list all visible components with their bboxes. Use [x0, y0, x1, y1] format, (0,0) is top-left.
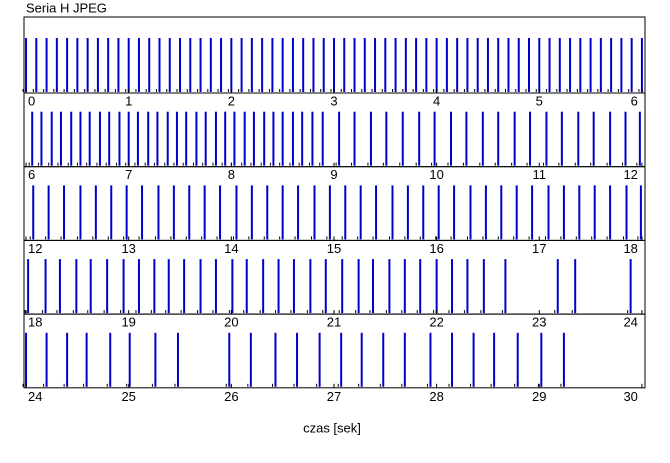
x-tick-label: 22 [429, 315, 443, 330]
x-tick-label: 15 [327, 241, 341, 256]
x-tick-label: 3 [330, 93, 337, 108]
x-tick-label: 18 [28, 315, 42, 330]
x-tick-label: 2 [228, 93, 235, 108]
x-tick-label: 28 [429, 389, 443, 404]
x-tick-label: 4 [433, 93, 440, 108]
x-tick-label: 27 [327, 389, 341, 404]
x-tick-label: 11 [533, 167, 547, 182]
x-tick-label: 17 [532, 241, 546, 256]
x-tick-label: 23 [532, 315, 546, 330]
x-tick-label: 6 [631, 93, 638, 108]
x-tick-label: 10 [429, 167, 443, 182]
x-tick-label: 30 [623, 389, 637, 404]
x-tick-label: 29 [532, 389, 546, 404]
x-tick-label: 1 [125, 93, 132, 108]
x-tick-label: 24 [28, 389, 42, 404]
x-tick-label: 16 [429, 241, 443, 256]
x-tick-label: 24 [623, 315, 637, 330]
x-tick-label: 13 [121, 241, 135, 256]
x-tick-label: 8 [228, 167, 235, 182]
x-tick-label: 14 [224, 241, 238, 256]
x-tick-label: 25 [121, 389, 135, 404]
x-tick-label: 7 [125, 167, 132, 182]
x-tick-label: 0 [28, 93, 35, 108]
x-tick-label: 9 [330, 167, 337, 182]
x-tick-label: 12 [623, 167, 637, 182]
x-tick-label: 20 [224, 315, 238, 330]
x-tick-label: 26 [224, 389, 238, 404]
x-tick-label: 6 [28, 167, 35, 182]
x-axis-label: czas [sek] [303, 420, 361, 435]
x-tick-label: 19 [121, 315, 135, 330]
panel-frame [23, 313, 646, 389]
chart-title: Seria H JPEG [26, 0, 107, 15]
x-tick-label: 21 [327, 315, 341, 330]
x-tick-label: 18 [623, 241, 637, 256]
x-tick-label: 5 [536, 93, 543, 108]
x-tick-label: 12 [28, 241, 42, 256]
